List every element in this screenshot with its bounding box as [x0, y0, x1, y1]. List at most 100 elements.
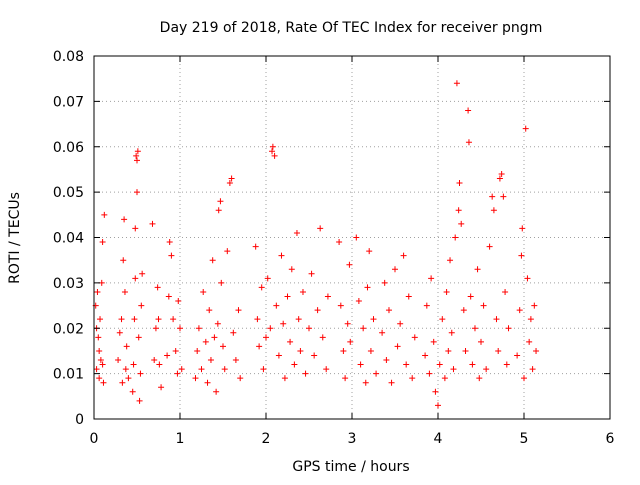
data-point	[130, 361, 137, 368]
data-point	[214, 320, 221, 327]
data-point	[324, 293, 331, 300]
data-point	[392, 266, 398, 273]
data-point	[486, 243, 493, 250]
data-point	[347, 338, 354, 345]
data-point	[207, 357, 214, 364]
data-point	[397, 320, 404, 327]
data-point	[132, 275, 139, 282]
data-point	[495, 347, 502, 354]
data-point	[385, 307, 392, 314]
data-point	[125, 375, 132, 382]
data-point	[336, 239, 343, 246]
data-point	[174, 370, 181, 377]
x-tick-label: 0	[90, 431, 99, 447]
data-point	[503, 361, 510, 368]
data-point	[314, 307, 321, 314]
data-point	[450, 366, 457, 373]
data-point	[168, 252, 175, 259]
data-point	[121, 288, 128, 295]
grid-lines	[94, 56, 610, 419]
data-point	[256, 343, 263, 350]
data-point	[134, 157, 140, 164]
data-point	[93, 366, 100, 373]
data-point	[100, 379, 107, 386]
data-point	[172, 347, 179, 354]
data-point	[156, 361, 163, 368]
chart-title: Day 219 of 2018, Rate Of TEC Index for r…	[160, 20, 543, 36]
y-tick-label: 0.04	[53, 231, 84, 247]
data-points	[92, 80, 540, 409]
data-point	[218, 279, 225, 286]
data-point	[154, 284, 161, 291]
data-point	[526, 338, 533, 345]
data-point	[138, 302, 145, 309]
data-point	[344, 320, 351, 327]
data-point	[136, 397, 143, 404]
axis-ticks: 0 0.01 0.02 0.03 0.04 0.05 0.06 0.07 0.08 0 1 2 3 4 5 6	[53, 49, 615, 447]
data-point	[302, 370, 309, 377]
data-point	[452, 234, 459, 241]
data-point	[271, 152, 278, 159]
data-point	[323, 366, 330, 373]
data-point	[281, 375, 288, 382]
data-point	[529, 366, 536, 373]
data-point	[213, 388, 220, 395]
data-point	[122, 366, 129, 373]
data-point	[264, 275, 271, 282]
data-point	[115, 357, 122, 364]
data-point	[476, 375, 483, 382]
data-point	[178, 366, 185, 373]
data-point	[496, 175, 503, 182]
data-point	[353, 234, 360, 241]
data-point	[337, 302, 344, 309]
data-point	[120, 257, 127, 264]
data-point	[151, 357, 158, 364]
data-point	[340, 347, 347, 354]
data-point	[483, 366, 490, 373]
data-point	[362, 379, 369, 386]
data-point	[432, 388, 439, 395]
data-point	[500, 193, 507, 200]
data-point	[308, 270, 315, 277]
data-point	[306, 325, 312, 332]
data-point	[165, 293, 172, 300]
data-point	[99, 239, 106, 246]
data-point	[467, 293, 474, 300]
y-tick-label: 0.01	[53, 367, 84, 383]
data-point	[493, 316, 500, 323]
data-point	[149, 220, 156, 227]
data-point	[522, 125, 529, 132]
y-tick-label: 0.03	[53, 276, 84, 292]
data-point	[284, 293, 291, 300]
data-point	[220, 343, 226, 350]
data-point	[291, 361, 298, 368]
data-point	[448, 329, 455, 336]
data-point	[436, 361, 443, 368]
data-point	[531, 302, 538, 309]
data-point	[443, 288, 450, 295]
data-point	[166, 239, 173, 246]
data-point	[502, 288, 509, 295]
data-point	[299, 288, 306, 295]
data-point	[263, 334, 269, 341]
data-point	[96, 375, 103, 382]
data-point	[101, 211, 108, 218]
data-point	[131, 316, 138, 323]
data-point	[383, 357, 390, 364]
data-point	[346, 261, 353, 268]
data-point	[252, 243, 259, 250]
data-point	[139, 270, 146, 277]
data-point	[293, 229, 300, 236]
data-point	[164, 352, 171, 359]
data-point	[388, 379, 395, 386]
data-point	[317, 225, 324, 232]
data-point	[175, 298, 182, 305]
data-point	[295, 316, 302, 323]
data-point	[204, 379, 211, 386]
data-point	[367, 347, 374, 354]
data-point	[447, 257, 454, 264]
data-point	[471, 325, 478, 332]
data-point	[192, 375, 199, 382]
data-point	[288, 266, 295, 273]
data-point	[273, 302, 280, 309]
